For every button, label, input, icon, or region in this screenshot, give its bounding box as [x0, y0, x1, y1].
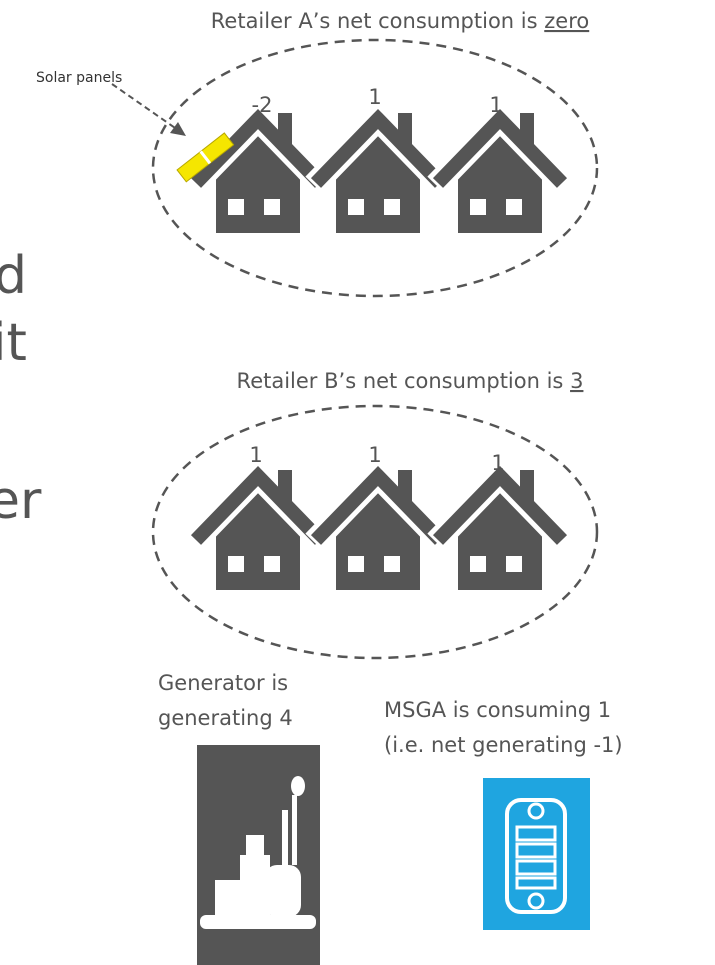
arrow: [111, 83, 179, 131]
caption: Retailer B’s net consumption is: [237, 369, 564, 393]
house-label: 1: [489, 93, 502, 117]
fragment: it: [0, 313, 27, 373]
caption-value: 3: [570, 369, 583, 393]
battery-icon: [483, 778, 590, 930]
house-label: 1: [368, 85, 381, 109]
caption: Retailer A’s net consumption is: [211, 9, 538, 33]
house: [436, 470, 564, 590]
fragment: er: [0, 471, 42, 531]
house: [314, 470, 442, 590]
house-label: 1: [491, 451, 504, 475]
generator-caption: Generator is: [158, 671, 288, 695]
house: [194, 113, 322, 233]
house: [314, 113, 442, 233]
caption-value: zero: [544, 9, 589, 33]
house: [436, 113, 564, 233]
retailer-b-caption: Retailer B’s net consumption is 3: [237, 369, 584, 393]
arrowhead: [170, 122, 186, 136]
solar-label: Solar panels: [36, 70, 122, 86]
house-label: 1: [249, 443, 262, 467]
fragment: d: [0, 246, 27, 306]
generator-icon: [197, 745, 320, 965]
generator-caption: generating 4: [158, 706, 293, 730]
group-outline: [151, 38, 599, 298]
house-label: 1: [368, 443, 381, 467]
house: [194, 470, 322, 590]
solar-panel: [176, 132, 235, 183]
house-label: -2: [252, 93, 273, 117]
group-outline: [151, 404, 599, 660]
msga-caption: MSGA is consuming 1: [384, 698, 611, 722]
msga-caption: (i.e. net generating -1): [384, 733, 623, 757]
retailer-a-caption: Retailer A’s net consumption is zero: [211, 9, 589, 33]
